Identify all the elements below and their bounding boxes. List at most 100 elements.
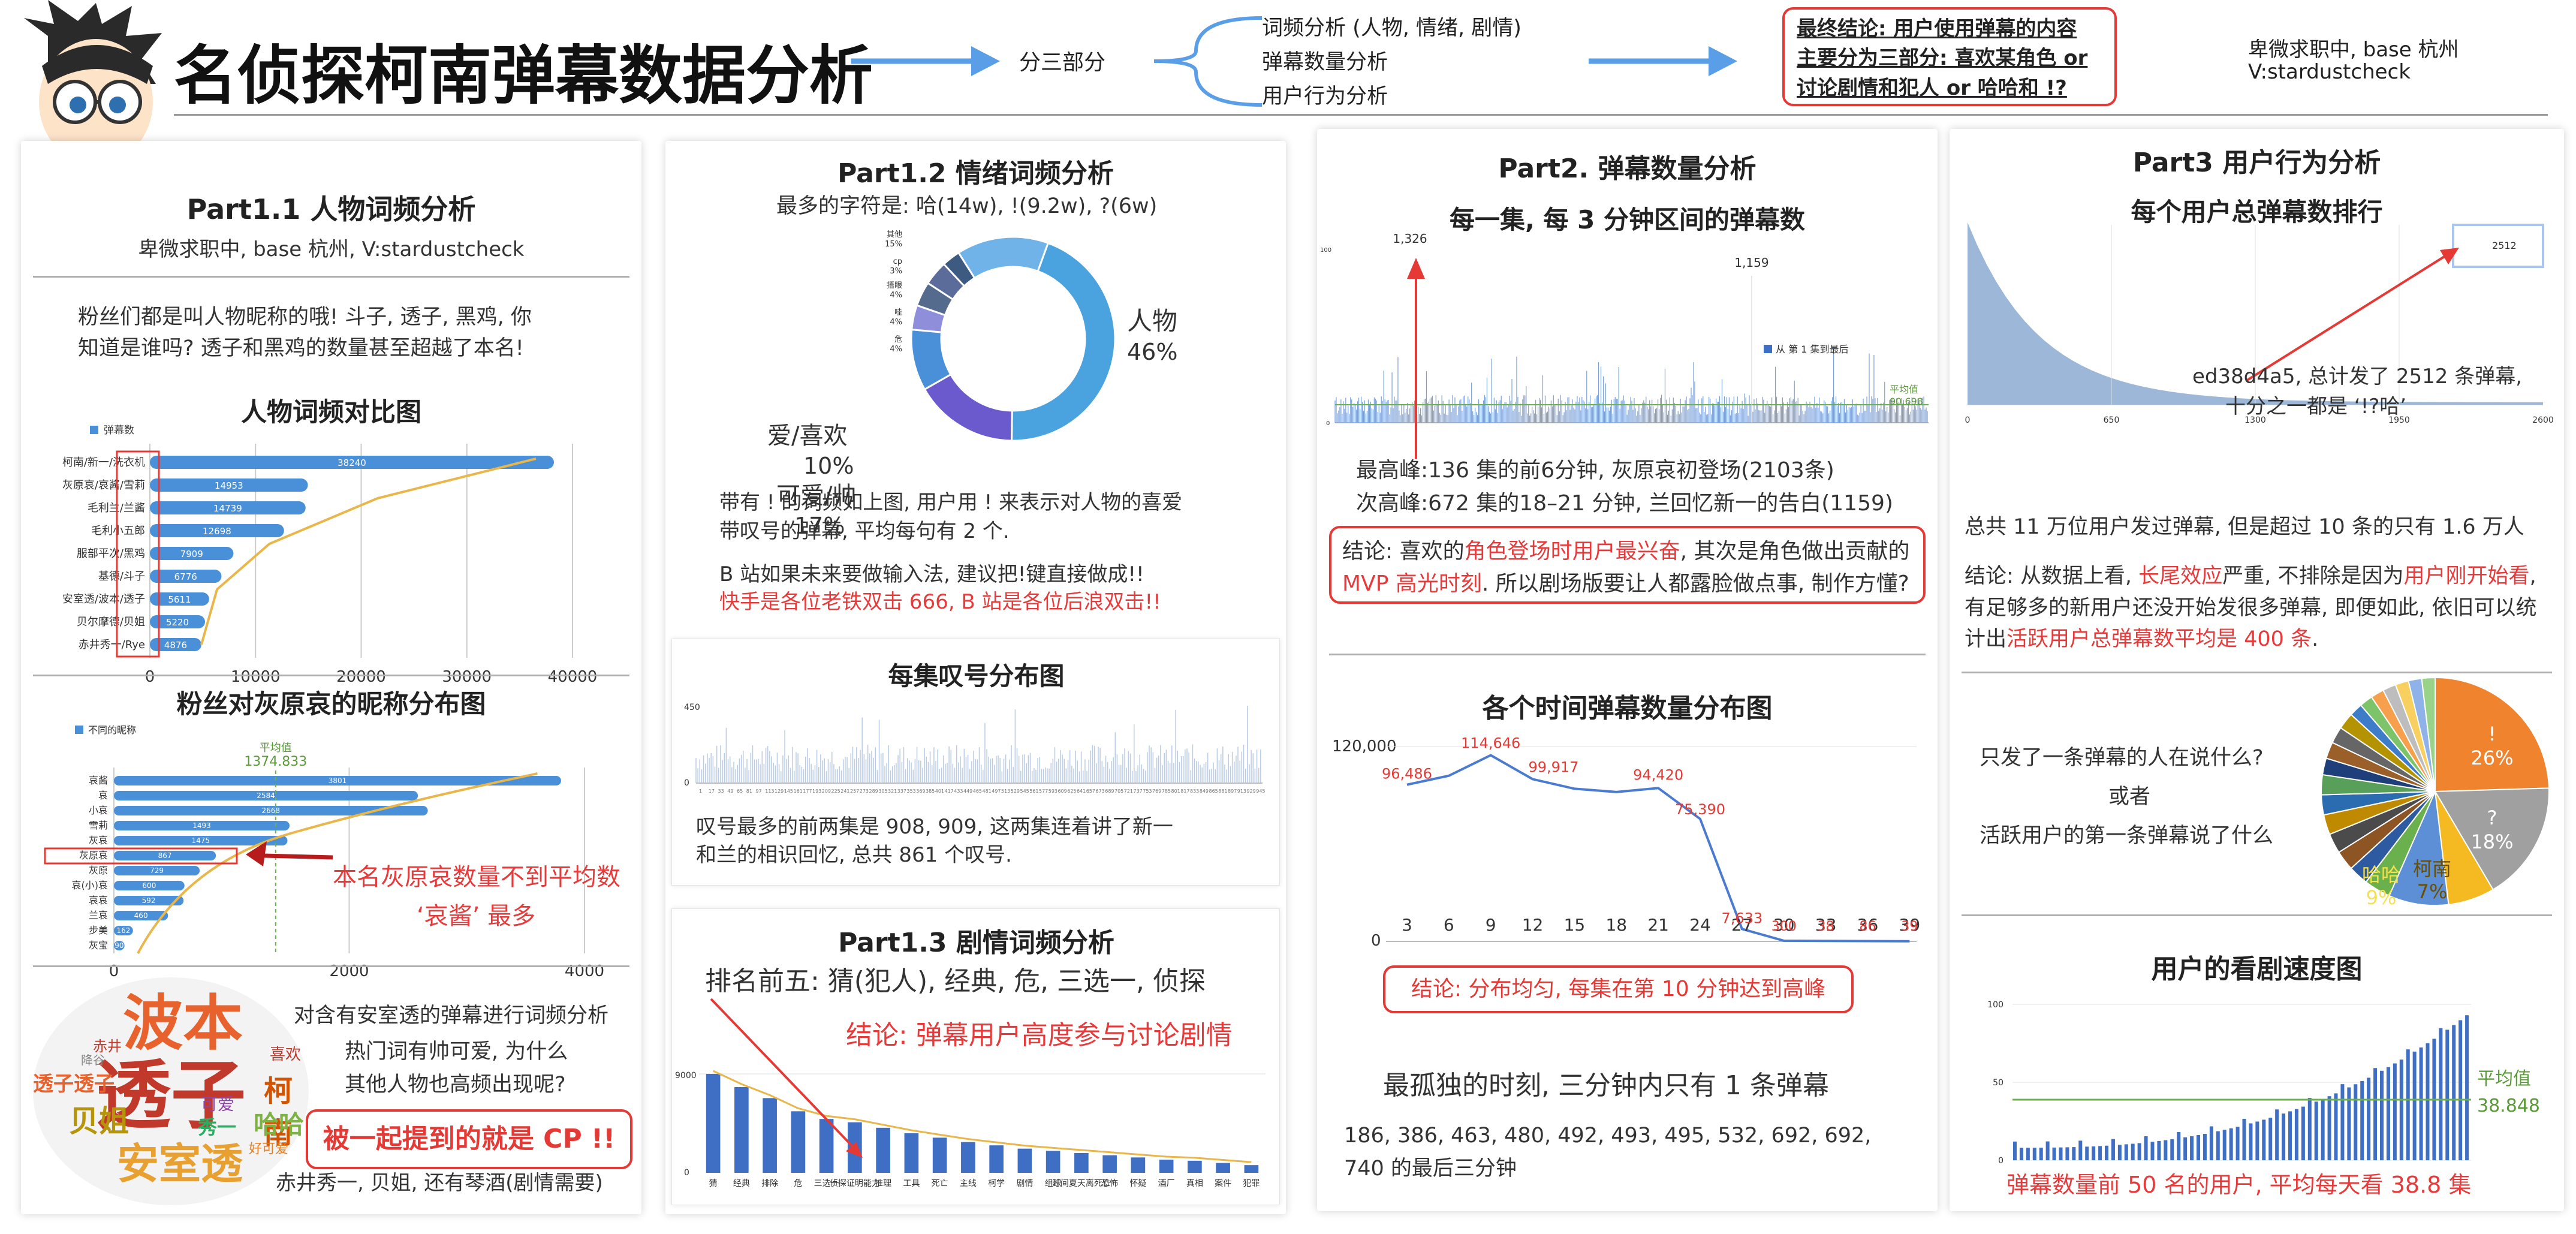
x-tick-label: 20000: [336, 668, 386, 686]
slice-value: 9%: [2366, 886, 2397, 909]
category-label: 灰原: [89, 865, 108, 876]
bar: [1159, 1160, 1174, 1173]
x-tick-label: 737: [1134, 788, 1143, 794]
bar: [114, 941, 125, 950]
x-tick-label: 353: [907, 788, 916, 794]
legend-swatch: [75, 726, 83, 734]
word: 柯南: [264, 1075, 293, 1150]
part-item: 弹幕数量分析: [1262, 50, 1388, 74]
wordcloud-desc: 其他人物也高频出现呢?: [345, 1073, 566, 1097]
category-label: 哀酱: [89, 775, 108, 786]
conclusion-highlight: MVP 高光时刻: [1342, 571, 1482, 596]
wordcloud-desc: 热门词有帅可爱, 为什么: [345, 1040, 568, 1064]
bar: [2209, 1126, 2213, 1160]
slice-label-small: 捂眼: [887, 281, 902, 290]
bar: [2301, 1106, 2305, 1160]
bar: [2190, 1136, 2194, 1160]
bar: [2360, 1080, 2364, 1160]
mean-label: 平均值: [1890, 384, 1918, 395]
chart-title: 每个用户总弹幕数排行: [2131, 197, 2383, 227]
panel-part3: Part3 用户行为分析 每个用户总弹幕数排行 0 650 1300 1950 2600…: [1950, 129, 2564, 1211]
y-tick-label: 50: [1993, 1078, 2003, 1088]
bar: [2249, 1123, 2253, 1160]
mean-value-label: 90.698: [1890, 396, 1923, 407]
bar: [876, 1127, 890, 1173]
x-tick-label: 801: [1171, 788, 1180, 794]
legend-swatch: [90, 426, 98, 434]
conclusion-highlight: 活跃用户总弹幕数平均是 400 条: [2006, 627, 2312, 651]
author-info: 卑微求职中, base 杭州: [2248, 38, 2459, 62]
bar-value-label: 600: [142, 881, 156, 890]
slice-value-small: 15%: [885, 240, 902, 249]
x-tick-label: 273: [860, 788, 869, 794]
slice-value-small: 3%: [890, 267, 902, 276]
x-tick-label: 513: [1001, 788, 1010, 794]
per3min-conclusion: 结论: 喜欢的角色登场时用户最兴奋, 其次是角色做出贡献的 MVP 高光时刻. 所…: [1329, 526, 1926, 604]
bar-value-label: 729: [150, 866, 164, 875]
legend-label: 从 第 1 集到最后: [1776, 344, 1848, 355]
word: 透子: [96, 1052, 246, 1139]
x-tick-label: 0: [145, 668, 155, 686]
bar: [2373, 1068, 2378, 1160]
x-tick-label: 剧情: [1016, 1179, 1033, 1188]
bar-value-label: 6776: [174, 571, 197, 582]
first-danmu-pie: !26%?18% 柯南7% 哈哈9%: [2321, 676, 2550, 909]
exclaim-note: 和兰的相识回忆, 总共 861 个叹号.: [696, 843, 1012, 867]
x-tick-label: 849: [1200, 788, 1209, 794]
section-title: Part3 用户行为分析: [2132, 148, 2381, 178]
nickname-note: 本名灰原哀数量不到平均数: [333, 863, 620, 891]
x-tick-label: 225: [831, 788, 840, 794]
x-tick-label: 305: [878, 788, 887, 794]
legend-label: 弹幕数: [104, 425, 134, 437]
data-label: 99,917: [1528, 759, 1578, 775]
x-tick-label: 24: [1689, 915, 1711, 935]
conclusion-part: , 其次是角色做出贡献的: [1680, 539, 1910, 564]
bar: [734, 1087, 749, 1173]
chart-title: 每一集, 每 3 分钟区间的弹幕数: [1449, 205, 1806, 234]
legend-label: 不同的昵称: [88, 724, 136, 736]
conclusion-part: . 所以剧场版要让人都露脸做点事, 制作方懂?: [1481, 571, 1909, 596]
pie-slice: [2388, 789, 2450, 907]
x-tick-label: 工具: [903, 1179, 920, 1188]
category-label: 灰原哀: [79, 850, 108, 861]
bar: [2439, 1028, 2443, 1160]
slice-value: 18%: [2470, 830, 2513, 853]
trend-line: [200, 458, 537, 645]
header-divider: [174, 114, 2548, 116]
bar: [2314, 1101, 2318, 1160]
bar-value-label: 1475: [191, 836, 210, 845]
x-tick-label: 337: [897, 788, 906, 794]
x-tick-label: 组织: [1045, 1179, 1062, 1188]
x-tick-label: 497: [992, 788, 1001, 794]
slice-label-small: 哇: [894, 308, 902, 317]
area: [1968, 222, 2543, 405]
category-label: 毛利小五郎: [91, 525, 145, 537]
word: 安室透: [117, 1139, 243, 1188]
x-tick-label: 恐怖: [1101, 1178, 1118, 1188]
bar: [114, 791, 418, 800]
x-tick-label: 49: [727, 788, 733, 794]
bar: [2137, 1143, 2141, 1160]
bar: [1216, 1163, 1230, 1173]
bar: [150, 615, 206, 628]
bar: [2419, 1047, 2423, 1160]
watch-speed-chart: 100 50 0 平均值 38.848: [1987, 1000, 2540, 1166]
slice-value-small: 4%: [890, 291, 902, 300]
x-tick-label: 推理: [875, 1179, 891, 1188]
bar: [150, 501, 306, 514]
panel-part11: Part1.1 人物词频分析 卑微求职中, base 杭州, V:stardus…: [21, 141, 641, 1214]
bar: [2098, 1146, 2102, 1160]
x-tick-label: 577: [1039, 788, 1048, 794]
character-frequency-chart: 弹幕数 0 10000 20000 30000 40000 柯南/新一/洗衣机 38240 灰原…: [62, 425, 598, 686]
bar: [2262, 1119, 2266, 1160]
bar: [114, 806, 428, 815]
bar: [2131, 1143, 2135, 1160]
x-tick-label: 33: [1815, 915, 1837, 935]
x-tick-label: 161: [794, 788, 803, 794]
slice-value: 46%: [1127, 339, 1177, 365]
bar: [932, 1137, 947, 1173]
bar: [2150, 1142, 2155, 1160]
mean-value-label: 1374.833: [244, 754, 307, 769]
bar: [2052, 1147, 2056, 1160]
